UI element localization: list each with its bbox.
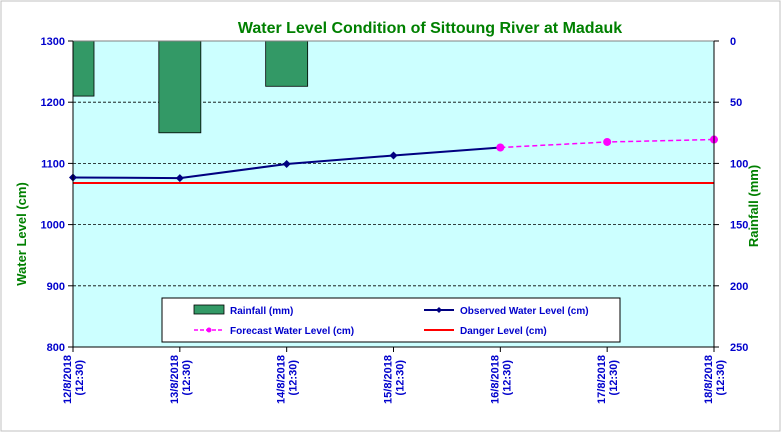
legend-label: Rainfall (mm) — [230, 306, 293, 317]
legend-label: Danger Level (cm) — [460, 326, 547, 337]
x-tick-label-date: 12/8/2018 — [62, 355, 74, 404]
rainfall-bar — [265, 40, 309, 87]
x-tick-label: 13/8/2018 (12:30) — [169, 355, 193, 404]
x-tick-label-time: (12:30) — [288, 360, 300, 396]
x-tick-label-date: 14/8/2018 — [276, 355, 288, 404]
x-tick-label-time: (12:30) — [74, 360, 86, 396]
x-tick-label-date: 16/8/2018 — [489, 355, 501, 404]
y-tick-label-right: 200 — [730, 281, 748, 293]
y-tick-label-left: 1000 — [41, 220, 65, 232]
y-tick-label-left: 1300 — [41, 36, 65, 48]
y-tick-label-right: 100 — [730, 158, 748, 170]
x-tick-label-date: 15/8/2018 — [383, 355, 395, 404]
legend-item-danger: Danger Level (cm) — [424, 326, 547, 337]
legend-item-forecast: Forecast Water Level (cm) — [194, 326, 354, 337]
x-tick-label: 14/8/2018 (12:30) — [276, 355, 300, 404]
legend-marker — [436, 307, 442, 313]
observed-point — [175, 174, 184, 183]
y-tick-label-left: 1200 — [41, 97, 65, 109]
legend-item-observed: Observed Water Level (cm) — [424, 306, 589, 317]
y-axis-right-title: Rainfall (mm) — [746, 165, 761, 247]
y-tick-label-right: 0 — [730, 36, 736, 48]
y-tick-label-right: 150 — [730, 220, 748, 232]
observed-point — [389, 151, 398, 160]
legend-label: Observed Water Level (cm) — [460, 306, 589, 317]
forecast-point — [496, 143, 505, 152]
y-tick-label-right: 250 — [730, 342, 748, 354]
rainfall-bar — [158, 40, 202, 134]
y-tick-label-right: 50 — [730, 97, 742, 109]
x-tick-label-date: 17/8/2018 — [596, 355, 608, 404]
legend-swatch — [193, 304, 225, 315]
y-tick-label-left: 800 — [47, 342, 65, 354]
legend-label: Forecast Water Level (cm) — [230, 326, 354, 337]
x-tick-label: 15/8/2018 (12:30) — [383, 355, 407, 404]
observed-point — [282, 160, 291, 169]
x-tick-label-date: 18/8/2018 — [703, 355, 715, 404]
y-axis-left-title: Water Level (cm) — [14, 182, 29, 286]
x-tick-label-time: (12:30) — [715, 360, 727, 396]
x-tick-label: 12/8/2018 (12:30) — [62, 355, 86, 404]
x-tick-label-time: (12:30) — [608, 360, 620, 396]
x-tick-label: 17/8/2018 (12:30) — [596, 355, 620, 404]
y-tick-label-left: 900 — [47, 281, 65, 293]
x-tick-label: 16/8/2018 (12:30) — [489, 355, 513, 404]
x-tick-label-time: (12:30) — [181, 360, 193, 396]
forecast-point — [603, 137, 612, 146]
rainfall-bar — [72, 40, 95, 97]
x-tick-label: 18/8/2018 (12:30) — [703, 355, 727, 404]
axes — [68, 40, 719, 352]
legend-item-rainfall: Rainfall (mm) — [193, 304, 293, 317]
y-tick-label-left: 1100 — [41, 158, 65, 170]
chart-title: Water Level Condition of Sittoung River … — [238, 20, 622, 37]
tick-labels: 800 900 1000 1100 1200 1300 0 50 100 150 200 250 12/… — [41, 36, 749, 404]
x-tick-label-time: (12:30) — [395, 360, 407, 396]
x-tick-label-date: 13/8/2018 — [169, 355, 181, 404]
x-tick-label-time: (12:30) — [501, 360, 513, 396]
legend-box — [161, 297, 621, 343]
legend-marker — [206, 327, 212, 333]
legend: Rainfall (mm) Observed Water Level (cm) Fo… — [161, 297, 621, 343]
